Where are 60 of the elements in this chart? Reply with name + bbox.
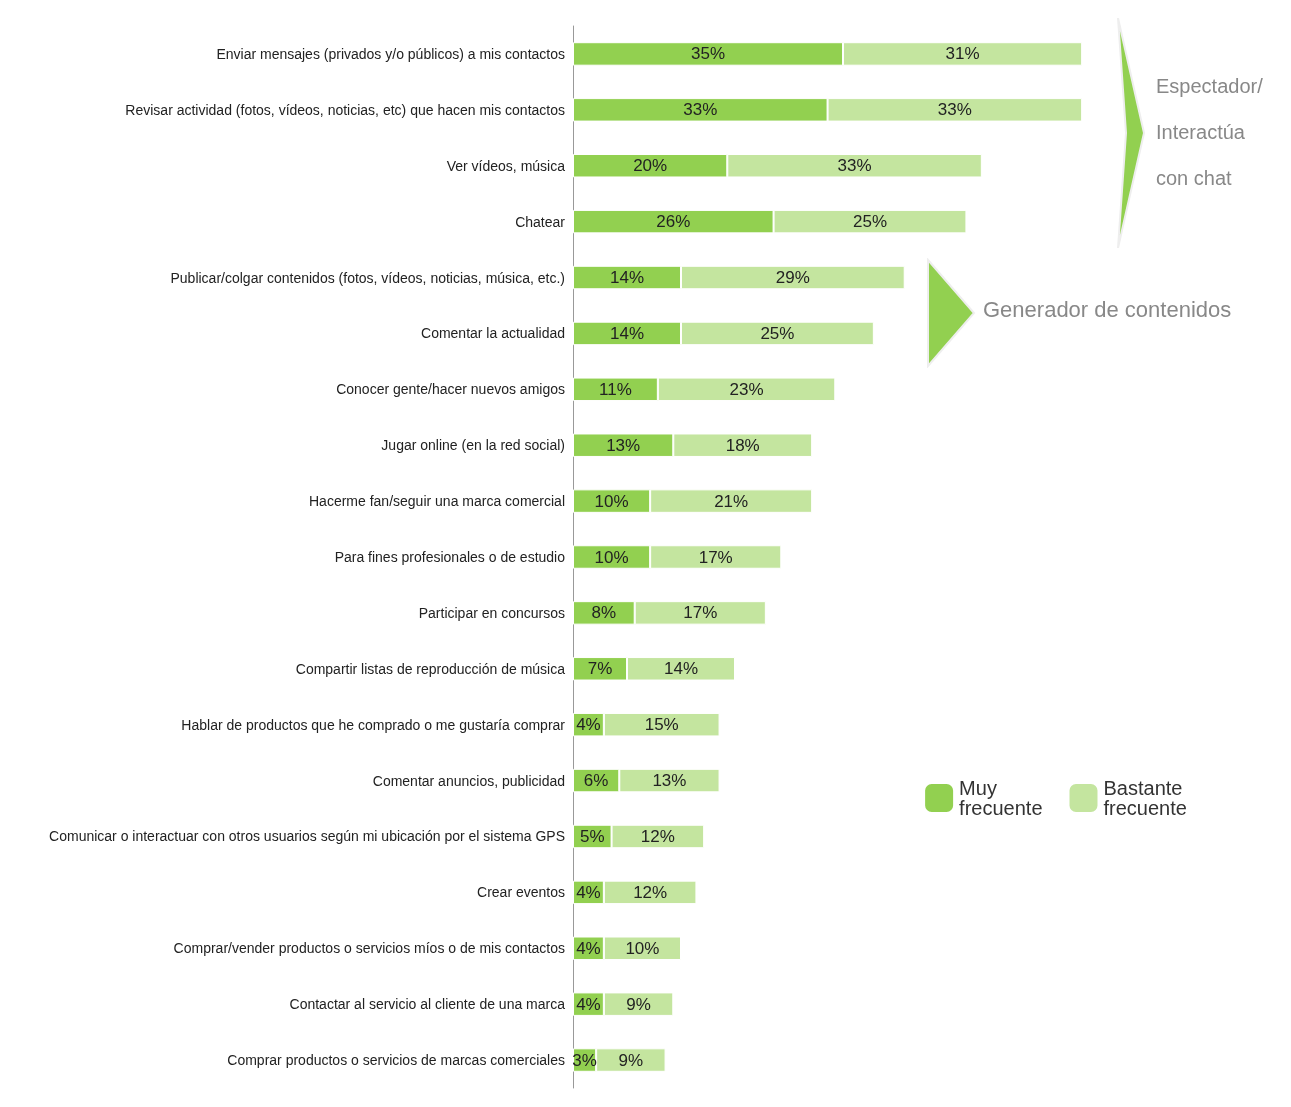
data-label: 13% — [652, 771, 687, 791]
legend-label: Bastante frecuente — [1103, 777, 1189, 819]
data-label: 14% — [663, 659, 699, 679]
data-label: 15% — [644, 715, 679, 735]
data-label: 8% — [591, 603, 617, 623]
data-label: 4% — [576, 715, 601, 735]
data-label: 10% — [594, 491, 629, 511]
y-tick-label: Comprar/vender productos o servicios míos o de mis contactos — [173, 940, 565, 957]
y-tick-label: Comunicar o interactuar con otros usuarios según mi ubicación por el sistema GPS — [49, 828, 565, 845]
data-label: 4% — [576, 994, 601, 1014]
y-tick-label: Participar en concursos — [418, 604, 565, 621]
data-label: 6% — [583, 771, 609, 791]
data-label: 25% — [852, 212, 888, 232]
data-label: 7% — [587, 659, 613, 679]
y-tick-label: Comentar la actualidad — [421, 325, 565, 342]
data-label: 14% — [609, 268, 645, 288]
data-label: 25% — [760, 323, 795, 343]
y-tick-label: Revisar actividad (fotos, vídeos, noticias, etc) que hacen mis contactos — [125, 101, 565, 118]
y-tick-label: Compartir listas de reproducción de música — [295, 660, 566, 677]
data-label: 20% — [633, 156, 668, 176]
data-label: 5% — [580, 826, 605, 846]
data-label: 29% — [775, 268, 810, 288]
text: Espectador/ Interactúa con chat — [1156, 75, 1263, 189]
data-label: 14% — [609, 323, 645, 343]
y-tick-label: Contactar al servicio al cliente de una marca — [289, 996, 566, 1013]
y-tick-label: Enviar mensajes (privados y/o públicos) a mis contactos — [216, 45, 565, 62]
y-tick-label: Comentar anuncios, publicidad — [372, 772, 565, 789]
y-tick-label: Comprar productos o servicios de marcas comerciales — [227, 1052, 565, 1069]
y-tick-label: Crear eventos — [477, 884, 565, 901]
y-tick-label: Chatear — [515, 213, 566, 230]
data-label: 12% — [633, 882, 668, 902]
data-label: 33% — [837, 156, 872, 176]
data-label: 9% — [626, 994, 651, 1014]
data-label: 26% — [656, 212, 691, 232]
legend-label: Muy frecuente — [959, 777, 1043, 819]
data-label: 12% — [640, 826, 675, 846]
data-label: 33% — [937, 100, 972, 120]
data-label: 33% — [683, 100, 718, 120]
data-label: 21% — [714, 491, 749, 511]
y-tick-label: Ver vídeos, música — [446, 157, 566, 174]
y-tick-label: Publicar/colgar contenidos (fotos, vídeos, noticias, música, etc.) — [170, 269, 565, 286]
y-tick-label: Conocer gente/hacer nuevos amigos — [336, 381, 565, 398]
data-label: 17% — [683, 603, 718, 623]
data-label: 31% — [945, 44, 980, 64]
y-tick-label: Jugar online (en la red social) — [381, 437, 565, 454]
y-tick-label: Para fines profesionales o de estudio — [334, 549, 566, 565]
data-label: 13% — [606, 435, 641, 455]
data-label: 10% — [625, 938, 660, 958]
data-label: 9% — [618, 1050, 644, 1070]
data-label: 4% — [576, 938, 601, 958]
data-label: 23% — [729, 379, 764, 399]
annotation: Generador de contenidos — [983, 296, 1232, 322]
data-label: 17% — [698, 547, 733, 567]
data-label: 10% — [594, 547, 629, 567]
y-tick-label: Hablar de productos que he comprado o me gustaría comprar — [181, 716, 566, 733]
data-label: 4% — [576, 882, 601, 902]
y-tick-label: Hacerme fan/seguir una marca comercial — [309, 493, 565, 510]
data-label: 11% — [599, 379, 632, 399]
data-label: 18% — [725, 435, 760, 455]
data-label: 35% — [690, 44, 726, 64]
